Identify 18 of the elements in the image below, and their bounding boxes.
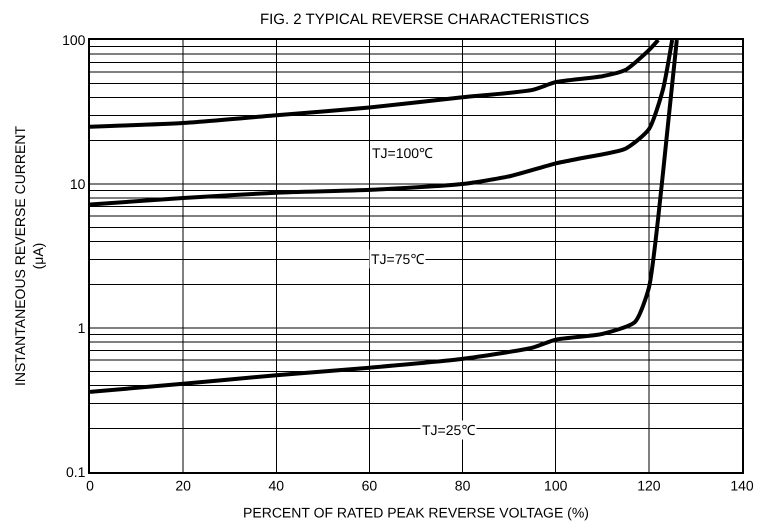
- x-tick-label: 60: [362, 478, 378, 494]
- y-tick-label: 100: [62, 32, 86, 48]
- annotation: TJ=25℃: [422, 422, 476, 438]
- x-tick-label: 120: [637, 478, 661, 494]
- x-tick-label: 20: [175, 478, 192, 494]
- x-tick-label: 80: [454, 478, 471, 494]
- x-tick-label: 40: [268, 478, 284, 494]
- y-tick-label: 10: [70, 176, 86, 192]
- annotation: TJ=75℃: [371, 251, 424, 267]
- x-axis-title: PERCENT OF RATED PEAK REVERSE VOLTAGE (%): [243, 504, 589, 520]
- y-axis-title: INSTANTANEOUS REVERSE CURRENT (μA): [12, 126, 46, 386]
- y-tick-label: 0.1: [66, 464, 86, 480]
- x-tick-label: 100: [544, 478, 568, 494]
- annotation: TJ=100℃: [372, 145, 434, 161]
- x-tick-label: 0: [86, 478, 94, 494]
- chart-title: FIG. 2 TYPICAL REVERSE CHARACTERISTICS: [260, 10, 590, 28]
- x-tick-label: 140: [730, 478, 754, 494]
- y-tick-label: 1: [78, 320, 86, 336]
